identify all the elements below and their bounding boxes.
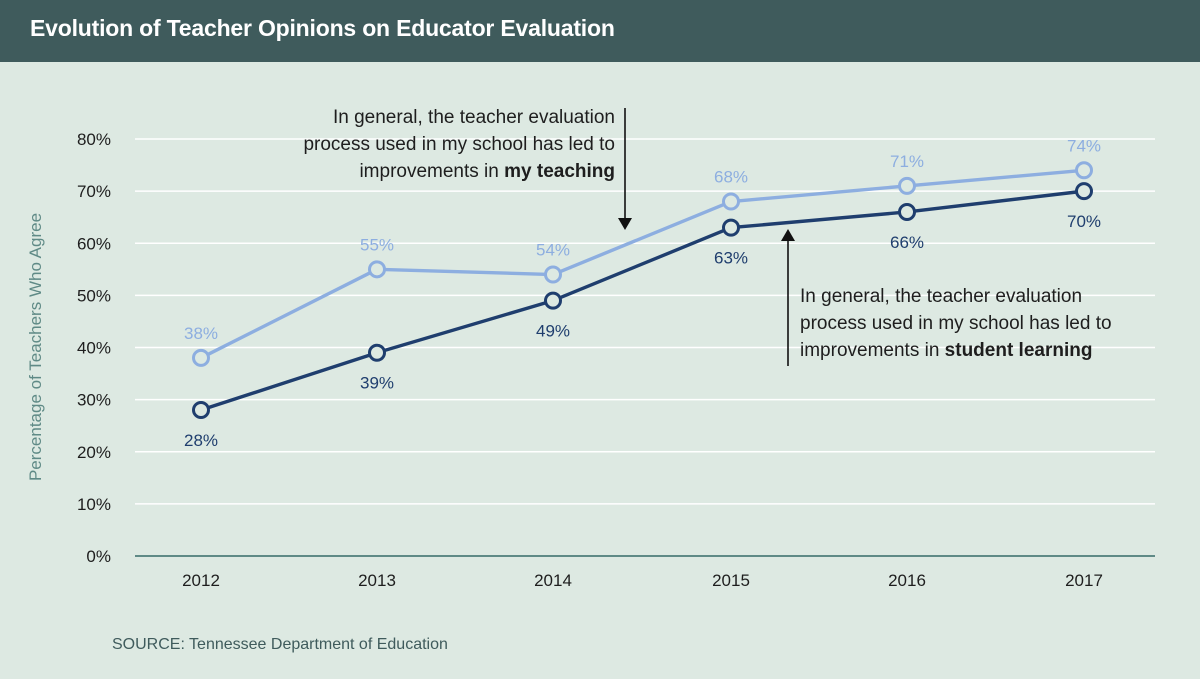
annotation-emphasis: student learning: [944, 340, 1093, 361]
data-label: 54%: [536, 241, 570, 260]
data-label: 68%: [714, 168, 748, 187]
series-line-my-teaching: [200, 168, 1085, 360]
y-tick-label: 80%: [77, 130, 111, 149]
data-point: [898, 202, 916, 221]
x-tick-label: 2016: [888, 571, 926, 590]
y-tick-label: 0%: [86, 547, 111, 566]
annotation-text: improvements in: [359, 161, 505, 182]
arrow-student-learning-head: [781, 229, 795, 241]
data-point: [192, 348, 210, 367]
data-point: [368, 260, 386, 279]
annotation-line: process used in my school has led to: [303, 134, 615, 155]
data-label: 39%: [360, 374, 394, 393]
y-tick-label: 40%: [77, 339, 111, 358]
x-tick-label: 2015: [712, 571, 750, 590]
data-point: [1075, 182, 1093, 201]
x-tick-label: 2013: [358, 571, 396, 590]
data-labels: 38% 55% 54% 68% 71% 74% 28% 39% 49% 63% 66% 70%: [184, 136, 1101, 450]
data-point: [192, 401, 210, 420]
data-point: [722, 192, 740, 211]
y-tick-label: 70%: [77, 182, 111, 201]
data-label: 74%: [1067, 136, 1101, 155]
annotation-line: improvements in my teaching: [250, 158, 615, 185]
axes: 0% 10% 20% 30% 40% 50% 60% 70% 80% 2012 2013 2014 20…: [26, 130, 1155, 590]
annotation-my-teaching: In general, the teacher evaluation proce…: [250, 104, 615, 185]
annotation-line: process used in my school has led to: [800, 313, 1112, 334]
source-note: SOURCE: Tennessee Department of Educatio…: [112, 636, 448, 653]
data-label: 63%: [714, 249, 748, 268]
y-tick-label: 50%: [77, 286, 111, 305]
annotation-text: improvements in: [800, 340, 945, 361]
data-point: [544, 291, 562, 310]
annotation-line: In general, the teacher evaluation: [800, 286, 1083, 307]
data-label: 38%: [184, 324, 218, 343]
annotation-arrows: [618, 108, 795, 366]
data-label: 66%: [890, 233, 924, 252]
x-tick-label: 2012: [182, 571, 220, 590]
series-line-student-learning: [200, 189, 1085, 412]
data-point: [722, 218, 740, 237]
data-label: 55%: [360, 235, 394, 254]
x-tick-label: 2017: [1065, 571, 1103, 590]
data-label: 70%: [1067, 212, 1101, 231]
y-tick-label: 60%: [77, 234, 111, 253]
annotation-emphasis: my teaching: [504, 161, 615, 182]
data-point: [1075, 161, 1093, 180]
y-tick-label: 20%: [77, 443, 111, 462]
y-axis-label: Percentage of Teachers Who Agree: [26, 213, 45, 481]
data-point: [368, 343, 386, 362]
data-label: 49%: [536, 322, 570, 341]
gridlines: [135, 138, 1155, 505]
annotation-student-learning: In general, the teacher evaluation proce…: [800, 283, 1160, 364]
data-label: 28%: [184, 431, 218, 450]
annotation-line: In general, the teacher evaluation: [332, 107, 615, 128]
series-lines: [192, 161, 1093, 420]
y-tick-label: 10%: [77, 495, 111, 514]
chart-title: Evolution of Teacher Opinions on Educato…: [30, 15, 615, 41]
arrow-my-teaching-head: [618, 218, 632, 230]
x-tick-label: 2014: [534, 571, 572, 590]
data-label: 71%: [890, 152, 924, 171]
header-bar: Evolution of Teacher Opinions on Educato…: [0, 0, 1200, 62]
y-tick-label: 30%: [77, 391, 111, 410]
data-point: [898, 176, 916, 195]
data-point: [544, 265, 562, 284]
annotation-line: improvements in student learning: [800, 337, 1160, 364]
